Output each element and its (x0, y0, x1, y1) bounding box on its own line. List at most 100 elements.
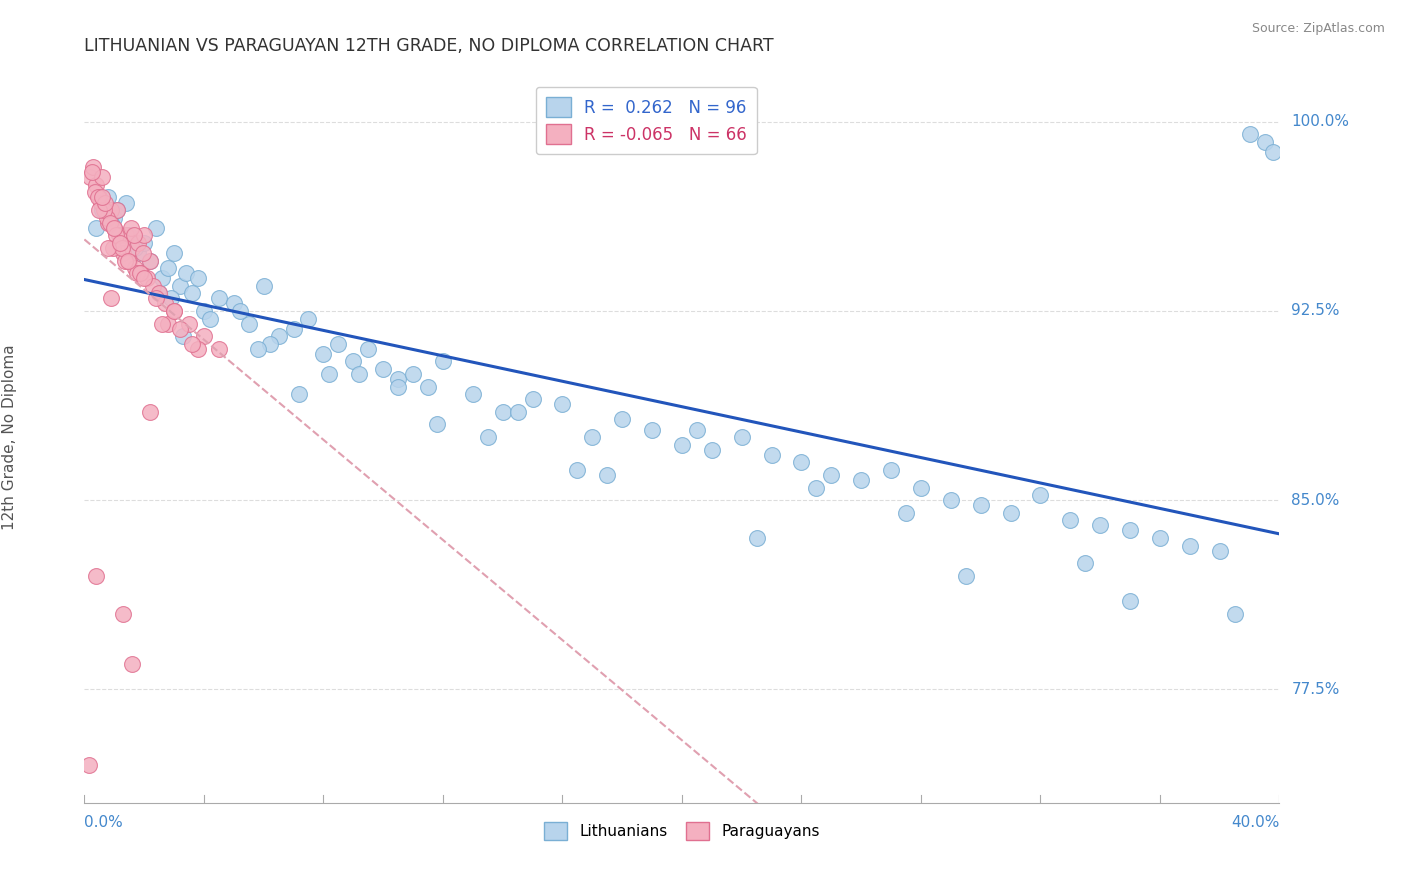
Point (169, 278, 191, 293)
Point (208, 291, 231, 305)
Point (105, 203, 128, 218)
Point (104, 228, 127, 243)
Point (426, 417, 449, 432)
Point (253, 278, 276, 293)
Point (77, 758, 100, 772)
Point (157, 317, 180, 331)
Point (125, 266, 148, 280)
Point (131, 246, 153, 260)
Point (267, 329, 290, 343)
Point (238, 317, 260, 331)
Point (100, 291, 122, 305)
Point (342, 354, 364, 368)
Point (105, 203, 128, 218)
Text: Source: ZipAtlas.com: Source: ZipAtlas.com (1251, 22, 1385, 36)
Point (1253, 135, 1275, 149)
Point (387, 379, 409, 393)
Point (939, 493, 962, 508)
Point (174, 266, 197, 280)
Point (115, 195, 138, 210)
Point (1090, 518, 1112, 533)
Point (100, 216, 122, 230)
Point (127, 235, 149, 250)
Point (312, 347, 335, 361)
Point (103, 220, 125, 235)
Point (246, 342, 269, 356)
Point (110, 228, 132, 243)
Point (790, 455, 813, 469)
Point (1149, 531, 1171, 545)
Point (121, 657, 143, 671)
Text: 100.0%: 100.0% (1292, 114, 1350, 129)
Point (1000, 506, 1022, 520)
Point (297, 311, 319, 326)
Point (94, 203, 117, 218)
Text: 92.5%: 92.5% (1292, 303, 1340, 318)
Point (596, 467, 619, 482)
Point (94, 195, 117, 210)
Text: LITHUANIAN VS PARAGUAYAN 12TH GRADE, NO DIPLOMA CORRELATION CHART: LITHUANIAN VS PARAGUAYAN 12TH GRADE, NO … (84, 37, 773, 54)
Point (506, 405, 529, 419)
Point (492, 405, 515, 419)
Point (288, 387, 311, 401)
Point (910, 481, 932, 495)
Point (1119, 594, 1142, 608)
Point (1119, 524, 1142, 538)
Point (103, 211, 125, 225)
Point (115, 228, 138, 243)
Point (80, 165, 103, 179)
Point (110, 235, 132, 250)
Point (193, 304, 215, 318)
Point (1223, 607, 1246, 621)
Point (148, 286, 170, 301)
Point (132, 228, 156, 243)
Text: 12th Grade, No Diploma: 12th Grade, No Diploma (3, 344, 17, 530)
Point (136, 271, 159, 285)
Point (177, 317, 200, 331)
Point (612, 412, 634, 426)
Legend: Lithuanians, Paraguayans: Lithuanians, Paraguayans (538, 815, 825, 847)
Point (851, 473, 873, 487)
Point (97, 241, 120, 255)
Point (91, 170, 114, 185)
Point (124, 241, 146, 255)
Point (118, 253, 141, 268)
Point (153, 296, 176, 310)
Point (97, 216, 120, 230)
Point (477, 430, 499, 444)
Point (357, 342, 380, 356)
Point (145, 291, 167, 305)
Point (112, 607, 135, 621)
Point (1239, 128, 1261, 142)
Point (1074, 556, 1097, 570)
Point (172, 329, 194, 343)
Point (129, 266, 152, 280)
Point (1263, 145, 1285, 159)
Point (1059, 513, 1081, 527)
Point (90, 195, 112, 210)
Point (283, 321, 305, 335)
Point (148, 286, 170, 301)
Text: 85.0%: 85.0% (1292, 492, 1340, 508)
Point (222, 296, 245, 310)
Point (107, 228, 129, 243)
Point (1029, 488, 1052, 502)
Text: 40.0%: 40.0% (1232, 815, 1279, 830)
Point (101, 241, 124, 255)
Point (100, 203, 122, 218)
Point (169, 321, 191, 335)
Point (82, 160, 104, 174)
Point (970, 498, 993, 512)
Point (955, 569, 977, 583)
Point (671, 437, 693, 451)
Point (132, 235, 156, 250)
Point (124, 261, 146, 276)
Point (160, 291, 183, 305)
Point (193, 329, 215, 343)
Text: 0.0%: 0.0% (84, 815, 124, 830)
Point (142, 278, 165, 293)
Point (187, 342, 209, 356)
Point (87, 190, 110, 204)
Point (880, 463, 903, 477)
Point (551, 397, 574, 411)
